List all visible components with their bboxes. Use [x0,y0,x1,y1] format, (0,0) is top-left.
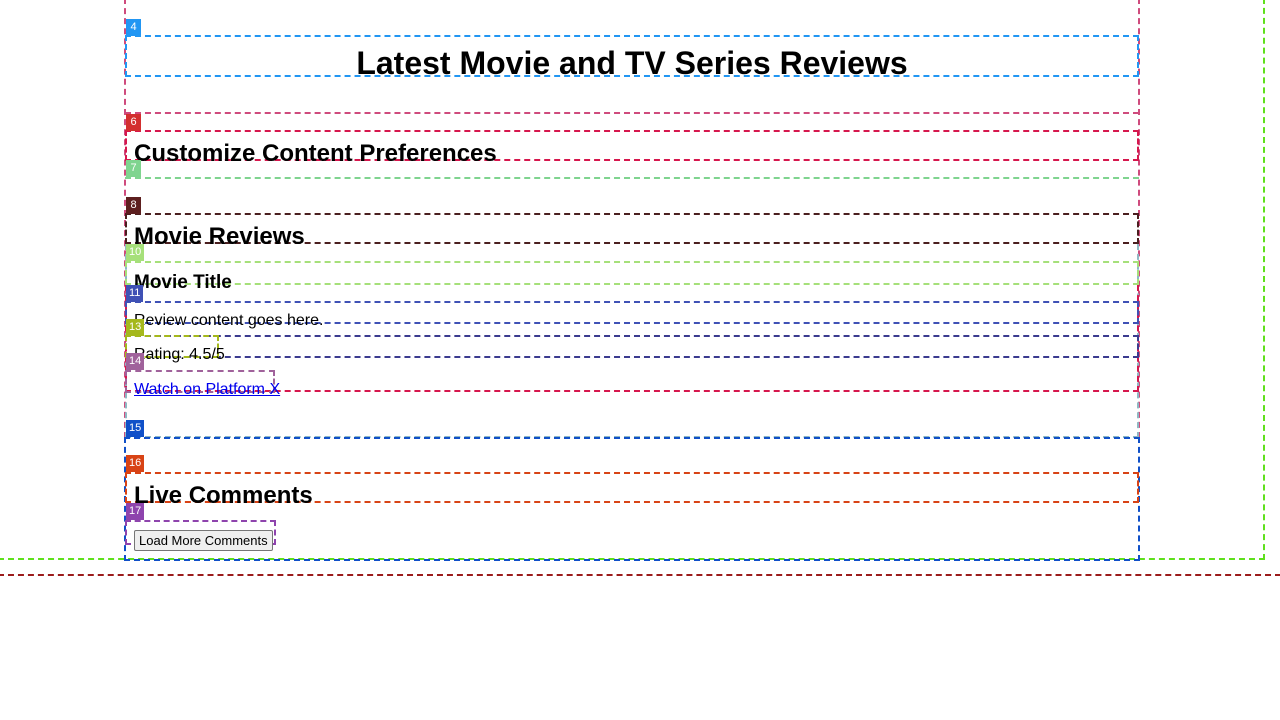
overlay-tag-10: 10 [126,244,145,261]
rating-block-outline [125,335,1139,358]
comments-heading-outline [125,472,1139,503]
overlay-tag-13: 13 [126,319,145,336]
comments-heading: Live Comments [134,482,313,509]
watch-link-outline [125,370,275,393]
load-more-comments-button[interactable]: Load More Comments [134,530,273,551]
preferences-section-outline [125,177,1139,179]
reviews-heading-outline [125,213,1139,244]
overlay-tag-14: 14 [126,353,145,370]
overlay-tag-15: 15 [126,420,145,437]
preferences-heading-outline [125,130,1139,161]
review-content-outline [125,301,1139,324]
overlay-tag-11: 11 [126,285,144,302]
overlay-tag-7: 7 [126,160,141,177]
movie-title: Movie Title [134,272,232,293]
overlay-tag-17: 17 [126,503,145,520]
review-content: Review content goes here. [134,312,324,329]
overlay-tag-6: 6 [126,114,141,131]
preferences-heading: Customize Content Preferences [134,140,497,167]
overlay-tag-16: 16 [126,455,145,472]
page-title: Latest Movie and TV Series Reviews [356,45,908,81]
body-outline [0,574,1280,576]
overlay-tag-4: 4 [126,19,141,36]
watch-on-platform-link[interactable]: Watch on Platform X [134,381,281,398]
reviews-heading: Movie Reviews [134,223,305,250]
rating-outline [125,335,219,358]
header-outline [125,35,1139,77]
header-section-outline [125,76,1139,114]
overlay-tag-8: 8 [126,197,141,214]
movie-title-outline [125,261,1139,285]
review-rating: Rating: 4.5/5 [134,346,225,363]
